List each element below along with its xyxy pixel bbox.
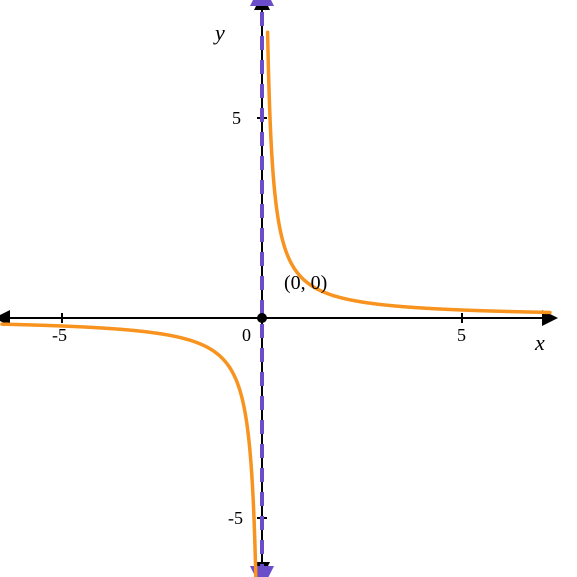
origin-marker: [257, 313, 267, 323]
y-tick-neg5: -5: [228, 508, 243, 529]
reciprocal-chart: y x -5 0 5 5 -5 (0, 0): [0, 0, 577, 577]
origin-point-label: (0, 0): [284, 272, 327, 295]
x-tick-5: 5: [457, 325, 466, 346]
x-tick-0: 0: [242, 325, 251, 346]
x-axis-label: x: [535, 330, 545, 356]
y-tick-5: 5: [232, 108, 241, 129]
y-axis-label: y: [215, 20, 225, 46]
curve-right-branch: [268, 32, 550, 312]
curve-left-branch: [2, 324, 256, 577]
x-tick-neg5: -5: [52, 325, 67, 346]
